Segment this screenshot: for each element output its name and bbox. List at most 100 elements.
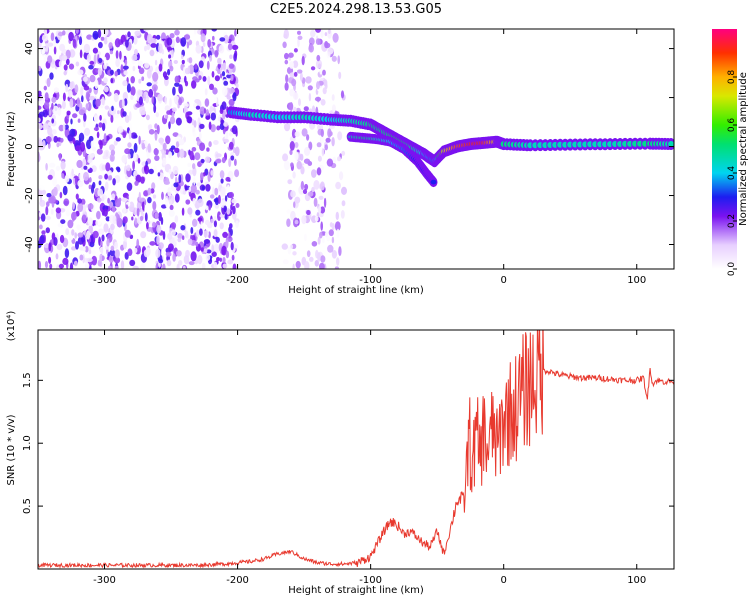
noise-speckle [153, 165, 157, 173]
noise-speckle [334, 221, 341, 232]
noise-speckle [306, 134, 310, 141]
noise-speckle [114, 38, 121, 48]
noise-speckle [49, 263, 53, 269]
noise-speckle [234, 158, 237, 166]
noise-speckle [215, 113, 221, 124]
noise-speckle [320, 255, 326, 263]
noise-speckle [81, 214, 87, 224]
noise-speckle [317, 155, 322, 162]
noise-speckle [138, 135, 141, 145]
noise-speckle [173, 95, 180, 103]
noise-speckle [320, 29, 324, 38]
noise-speckle [216, 125, 221, 131]
noise-speckle [316, 142, 322, 148]
noise-speckle [205, 254, 211, 261]
noise-speckle [283, 160, 290, 171]
noise-speckle [152, 201, 157, 211]
bottom-x-tick-label: -100 [359, 575, 382, 586]
noise-speckle [293, 201, 296, 209]
noise-speckle [212, 87, 218, 95]
noise-speckle [320, 99, 326, 106]
noise-speckle [221, 245, 227, 256]
noise-speckle [81, 95, 84, 103]
noise-speckle [206, 147, 210, 152]
noise-speckle [214, 187, 219, 196]
noise-speckle [71, 211, 77, 221]
bottom-x-tick-label: -200 [226, 575, 249, 586]
noise-speckle [76, 159, 83, 169]
noise-speckle [227, 259, 234, 265]
noise-speckle [325, 137, 331, 143]
noise-speckle [61, 173, 65, 179]
noise-speckle [178, 97, 183, 106]
noise-speckle [216, 257, 220, 262]
noise-speckle [231, 125, 238, 135]
colorbar-tick-label: 0.4 [727, 166, 737, 181]
noise-speckle [156, 34, 161, 40]
noise-speckle [282, 153, 289, 162]
colorbar-tick-label: 0.2 [727, 214, 737, 228]
noise-speckle [148, 168, 154, 175]
noise-speckle [235, 83, 239, 89]
noise-speckle [206, 249, 212, 254]
noise-speckle [51, 102, 54, 110]
noise-speckle [327, 47, 334, 55]
noise-speckle [293, 48, 298, 53]
noise-speckle [39, 224, 43, 230]
noise-speckle [103, 77, 108, 84]
noise-speckle [314, 96, 322, 102]
noise-speckle [174, 193, 180, 203]
noise-speckle [228, 132, 234, 137]
noise-speckle [172, 86, 176, 96]
noise-speckle [137, 90, 143, 96]
noise-speckle [201, 185, 205, 191]
noise-speckle [38, 123, 43, 130]
noise-speckle [136, 238, 140, 249]
noise-speckle [319, 68, 323, 75]
noise-speckle [217, 68, 221, 75]
bottom-x-tick-label: -300 [93, 575, 116, 586]
noise-speckle [319, 212, 324, 218]
noise-speckle [69, 262, 74, 269]
noise-speckle [209, 194, 215, 199]
noise-speckle [289, 72, 296, 78]
noise-speckle [83, 171, 89, 181]
noise-speckle [221, 71, 226, 77]
noise-speckle [215, 236, 220, 243]
noise-speckle [113, 256, 121, 264]
noise-speckle [321, 147, 325, 157]
noise-speckle [228, 63, 235, 69]
noise-speckle [102, 155, 107, 160]
noise-speckle [231, 254, 235, 261]
noise-speckle [89, 177, 92, 183]
noise-speckle [191, 80, 197, 89]
noise-speckle [48, 109, 52, 116]
noise-speckle [304, 183, 309, 191]
noise-speckle [73, 260, 78, 267]
noise-speckle [138, 191, 141, 202]
noise-speckle [60, 219, 66, 225]
noise-speckle [71, 168, 74, 177]
noise-speckle [203, 239, 210, 244]
noise-speckle [126, 182, 133, 191]
noise-speckle [317, 124, 321, 130]
colorbar-tick-label: 0.0 [727, 262, 737, 277]
noise-speckle [197, 198, 204, 207]
noise-speckle [214, 97, 218, 103]
noise-speckle [133, 170, 138, 177]
noise-speckle [226, 184, 230, 193]
noise-speckle [284, 52, 289, 60]
noise-speckle [320, 221, 324, 231]
noise-speckle [101, 122, 106, 132]
noise-speckle [109, 153, 115, 162]
noise-speckle [168, 151, 173, 159]
noise-speckle [334, 266, 339, 269]
noise-speckle [235, 220, 239, 228]
noise-speckle [169, 65, 174, 72]
noise-speckle [306, 209, 311, 216]
snr-panel: -300 -200 -100 0 100 0.5 1.0 1.5 Height of str… [6, 311, 675, 596]
noise-speckle [57, 107, 62, 117]
noise-speckle [175, 141, 180, 148]
noise-speckle [290, 162, 294, 168]
noise-speckle [88, 249, 92, 255]
